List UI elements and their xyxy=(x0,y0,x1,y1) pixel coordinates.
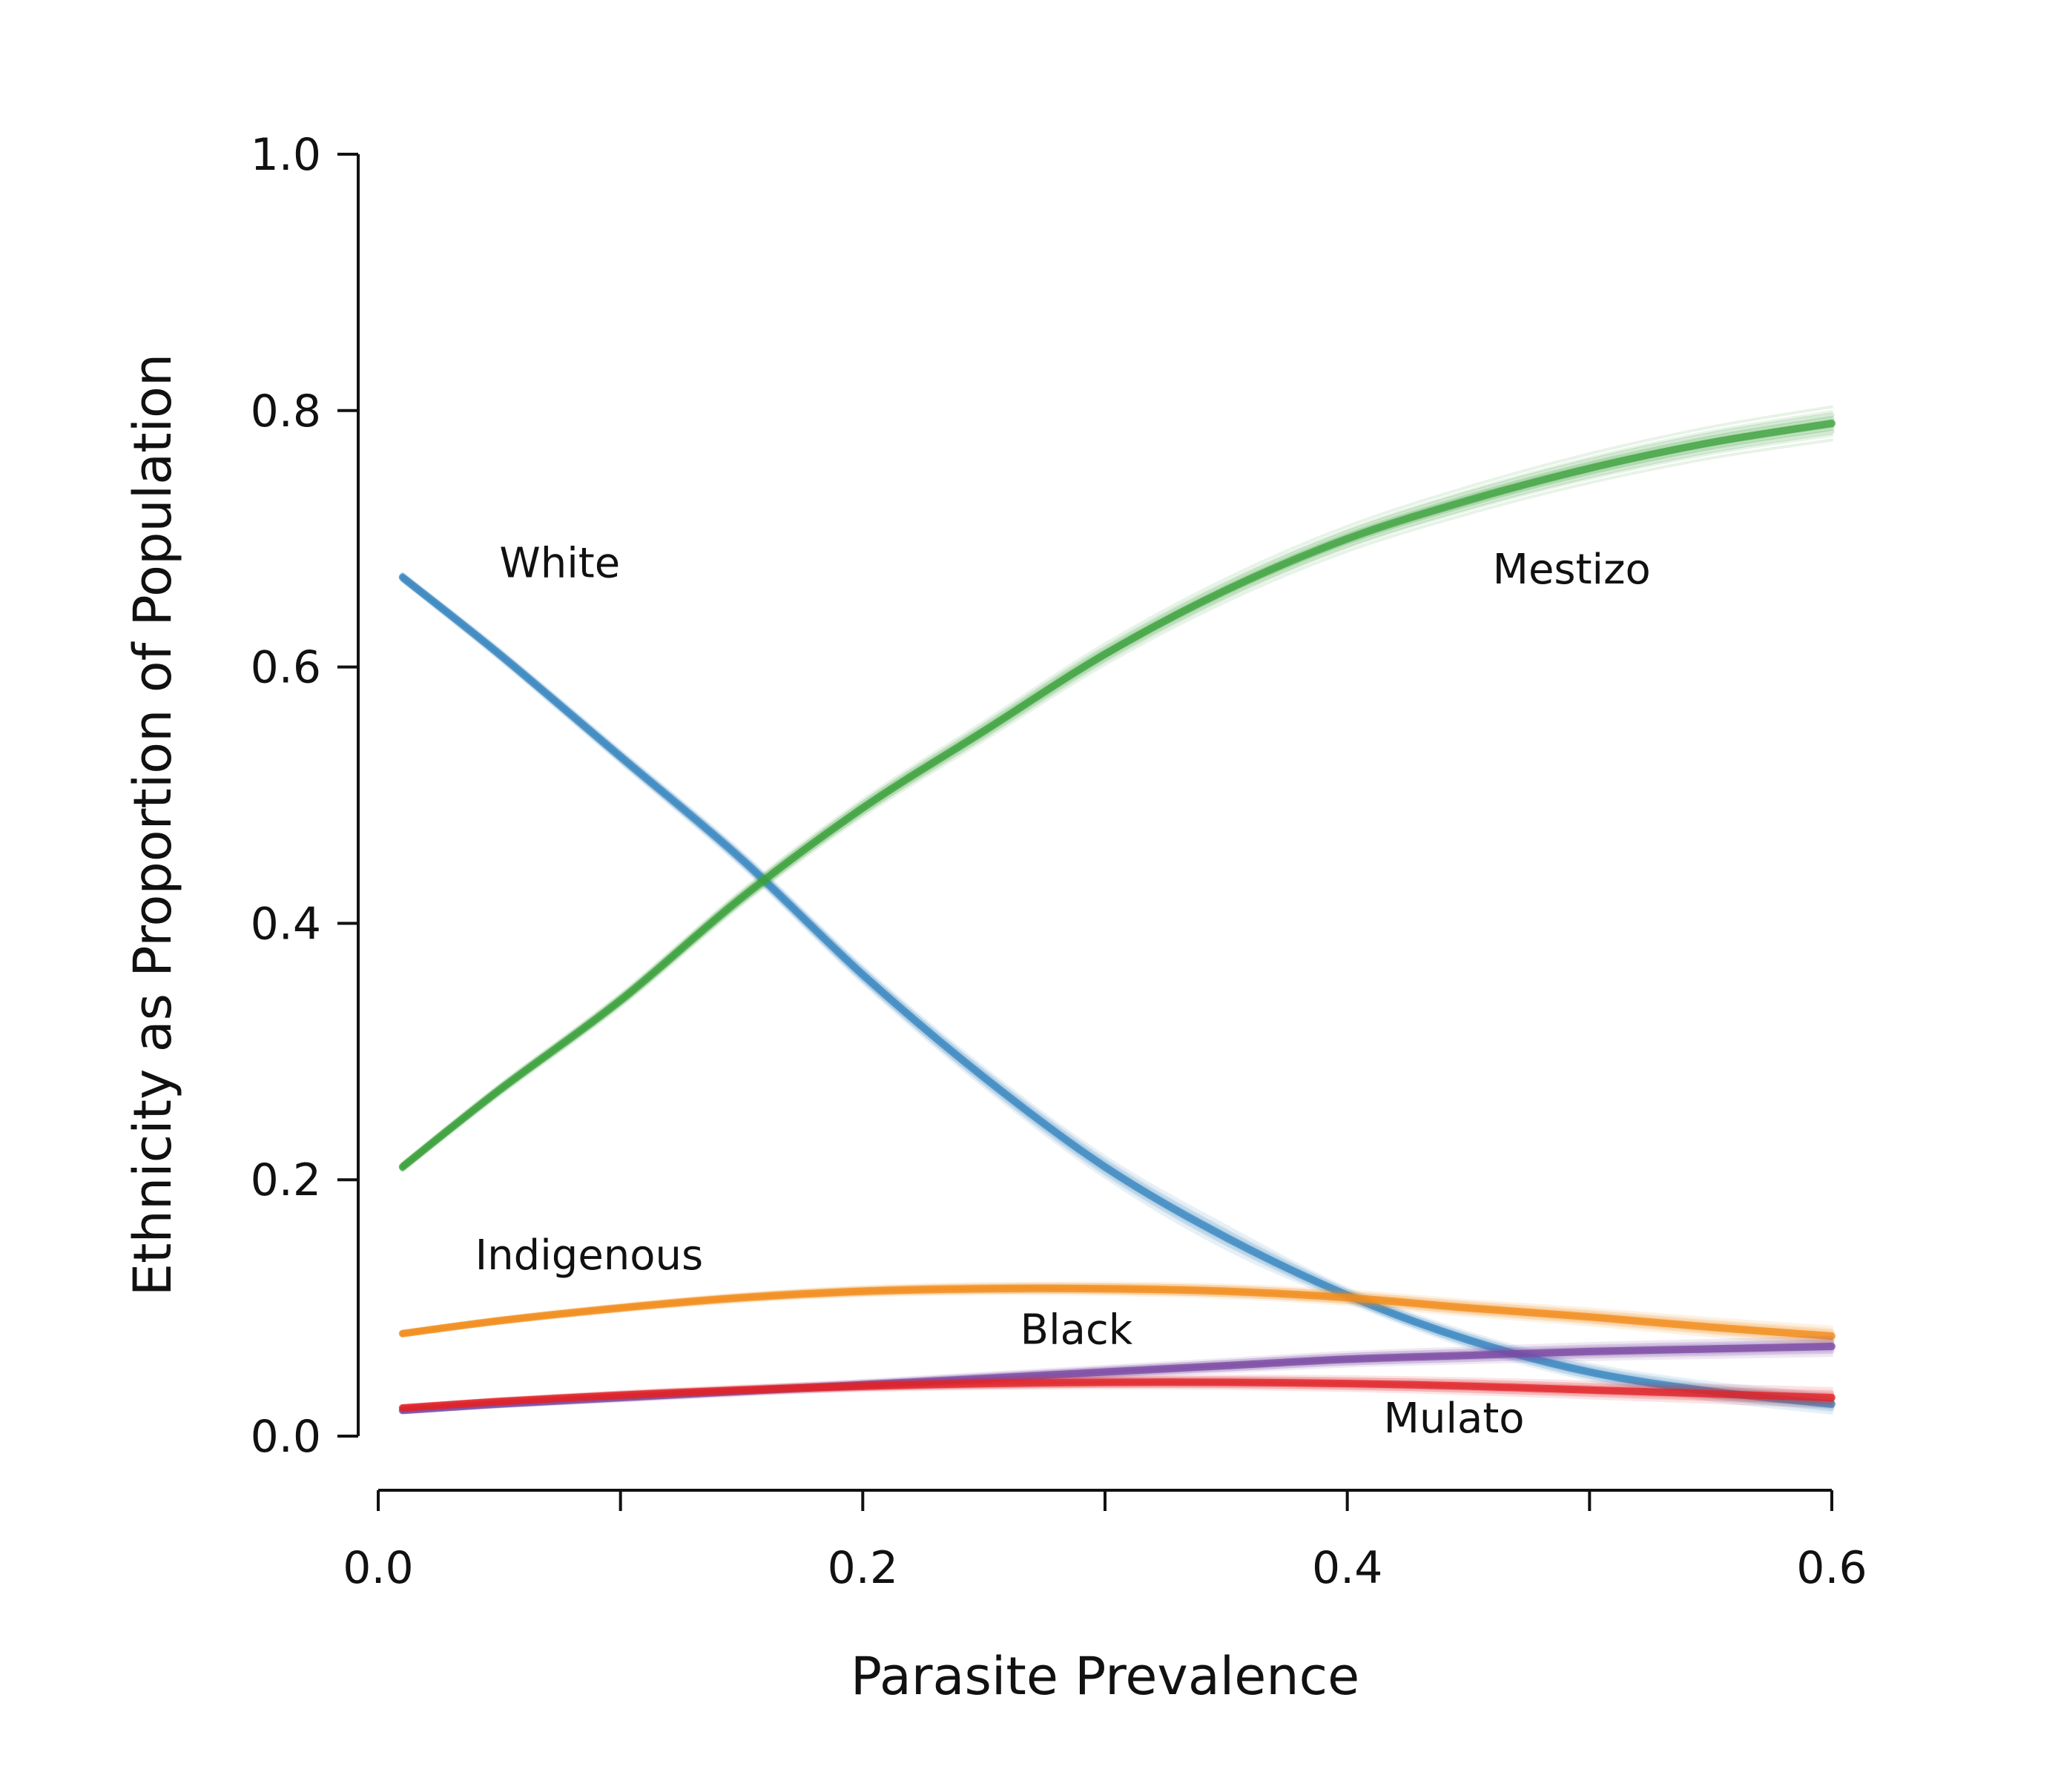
y-tick-label: 0.2 xyxy=(251,1154,321,1206)
series-line-mean xyxy=(398,1284,1836,1340)
series-line-mean xyxy=(398,573,1836,1408)
series-label-mulato: Mulato xyxy=(1384,1395,1525,1443)
series-line xyxy=(400,575,1835,1408)
series-label-mestizo: Mestizo xyxy=(1493,546,1651,594)
series-line xyxy=(400,580,1833,1415)
y-tick-label: 0.0 xyxy=(251,1411,321,1463)
series-label-indigenous: Indigenous xyxy=(475,1231,704,1280)
series-labels: White Mestizo Indigenous Black Mulato xyxy=(475,540,1651,1443)
x-tick-label: 0.4 xyxy=(1312,1542,1382,1594)
series-indigenous xyxy=(398,1281,1836,1347)
series-label-black: Black xyxy=(1020,1306,1133,1355)
series-mestizo xyxy=(398,405,1836,1173)
series-line xyxy=(400,410,1833,1166)
series-line xyxy=(400,575,1835,1407)
y-tick-label: 0.4 xyxy=(251,898,321,950)
series-line xyxy=(400,423,1835,1171)
y-tick-label: 0.8 xyxy=(251,386,321,437)
x-axis-title: Parasite Prevalence xyxy=(851,1646,1359,1707)
y-tick-label: 1.0 xyxy=(251,129,321,181)
series-line xyxy=(400,572,1833,1397)
x-tick-label: 0.6 xyxy=(1796,1542,1867,1594)
series-line xyxy=(400,416,1835,1168)
series-line-mean xyxy=(398,420,1836,1171)
x-tick-label: 0.0 xyxy=(343,1542,413,1594)
series-line xyxy=(400,418,1835,1169)
y-tick-label: 0.6 xyxy=(251,642,321,694)
series-label-white: White xyxy=(499,540,620,588)
series-line xyxy=(400,420,1835,1170)
x-tick-label: 0.2 xyxy=(828,1542,898,1594)
x-axis-ticks: 0.0 0.2 0.4 0.6 xyxy=(343,1490,1867,1594)
y-axis-title: Ethnicity as Proportion of Population xyxy=(122,354,183,1296)
series-mulato xyxy=(398,1374,1836,1412)
series-white xyxy=(398,572,1836,1415)
series-line xyxy=(400,405,1833,1165)
series-line xyxy=(400,412,1835,1168)
y-axis-ticks: 0.0 0.2 0.4 0.6 0.8 1.0 xyxy=(251,129,358,1463)
series-line-mean xyxy=(398,1378,1836,1412)
series-bands xyxy=(398,405,1836,1415)
series-line xyxy=(400,438,1833,1173)
